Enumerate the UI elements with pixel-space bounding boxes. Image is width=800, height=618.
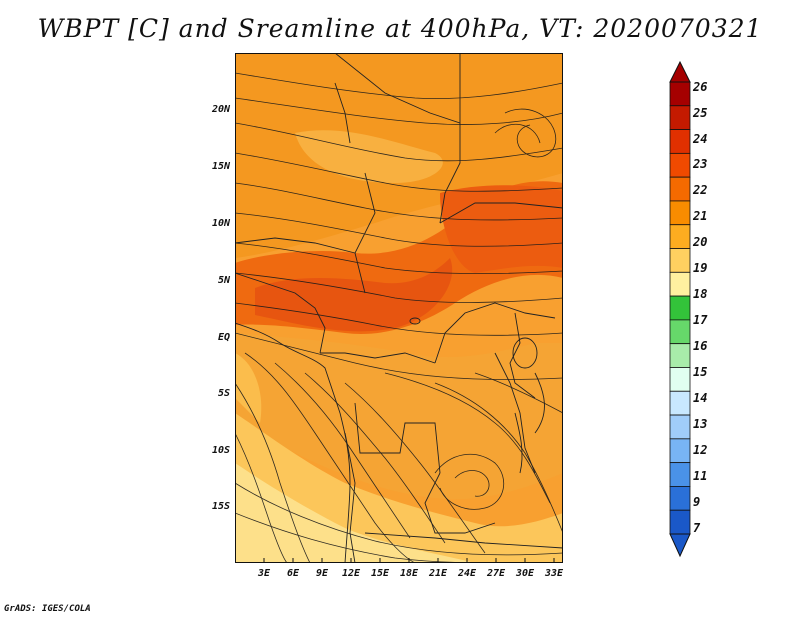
country-borders xyxy=(235,53,563,563)
colorbar-cell xyxy=(669,295,691,321)
map-border xyxy=(235,53,563,563)
colorbar-label-16: 16 xyxy=(693,339,708,353)
colorbar-cell xyxy=(669,319,691,345)
colorbar-cell xyxy=(669,509,691,535)
colorbar-label-19: 19 xyxy=(693,261,708,275)
lat-label-15n: 15N xyxy=(211,161,230,172)
colorbar xyxy=(669,60,691,558)
colorbar-label-26: 26 xyxy=(693,80,708,94)
lat-label-10s: 10S xyxy=(211,445,230,456)
colorbar-cell xyxy=(669,343,691,368)
colorbar-label-9: 9 xyxy=(693,495,701,509)
lon-label-33e: 33E xyxy=(544,568,564,579)
colorbar-label-24: 24 xyxy=(693,132,708,146)
colorbar-bottom-arrow xyxy=(669,533,691,558)
coastlines xyxy=(235,317,545,563)
colorbar-cell xyxy=(669,390,691,416)
lon-label-18e: 18E xyxy=(399,568,419,579)
lat-label-eq: EQ xyxy=(217,332,230,343)
wbpt-palest-sw xyxy=(235,463,475,563)
colorbar-label-14: 14 xyxy=(693,391,708,405)
colorbar-label-12: 12 xyxy=(693,443,708,457)
colorbar-cell xyxy=(669,152,691,178)
colorbar-cell xyxy=(669,105,691,130)
colorbar-label-17: 17 xyxy=(693,313,708,327)
colorbar-cell xyxy=(669,438,691,464)
colorbar-top-arrow xyxy=(669,60,691,83)
colorbar-cell xyxy=(669,200,691,226)
colorbar-cell xyxy=(669,248,691,273)
lon-label-12e: 12E xyxy=(341,568,361,579)
colorbar-cell xyxy=(669,462,691,487)
streamlines xyxy=(235,72,563,563)
colorbar-cell xyxy=(669,414,691,440)
colorbar-cell xyxy=(669,367,691,392)
colorbar-label-18: 18 xyxy=(693,287,708,301)
colorbar-label-13: 13 xyxy=(693,417,708,431)
colorbar-cell xyxy=(669,81,691,107)
colorbar-cell xyxy=(669,271,691,297)
colorbar-label-11: 11 xyxy=(693,469,708,483)
map-panel xyxy=(235,53,563,563)
colorbar-cell xyxy=(669,176,691,202)
lat-label-5s: 5S xyxy=(217,388,230,399)
wbpt-central-south xyxy=(235,333,563,500)
lon-label-9e: 9E xyxy=(315,568,329,579)
colorbar-label-23: 23 xyxy=(693,157,708,171)
colorbar-label-7: 7 xyxy=(693,521,701,535)
colorbar-cell xyxy=(669,224,691,249)
lon-label-3e: 3E xyxy=(257,568,271,579)
lat-label-20n: 20N xyxy=(211,104,230,115)
colorbar-label-21: 21 xyxy=(693,209,708,223)
lon-label-27e: 27E xyxy=(486,568,506,579)
wbpt-hot-east xyxy=(440,185,563,273)
lon-label-30e: 30E xyxy=(515,568,535,579)
wbpt-pale-west xyxy=(235,353,262,423)
lat-label-15s: 15S xyxy=(211,501,230,512)
footer-credit: GrADS: IGES/COLA xyxy=(4,604,91,614)
lat-label-5n: 5N xyxy=(217,275,230,286)
lat-label-10n: 10N xyxy=(211,218,230,229)
colorbar-cell xyxy=(669,486,691,511)
colorbar-label-25: 25 xyxy=(693,106,708,120)
lon-label-15e: 15E xyxy=(370,568,390,579)
lon-label-24e: 24E xyxy=(457,568,477,579)
chart-title: WBPT [C] and Sreamline at 400hPa, VT: 20… xyxy=(37,14,763,43)
colorbar-label-15: 15 xyxy=(693,365,708,379)
lon-label-6e: 6E xyxy=(286,568,300,579)
colorbar-label-22: 22 xyxy=(693,183,708,197)
colorbar-cell xyxy=(669,129,691,154)
colorbar-label-20: 20 xyxy=(693,235,708,249)
lon-label-21e: 21E xyxy=(428,568,448,579)
